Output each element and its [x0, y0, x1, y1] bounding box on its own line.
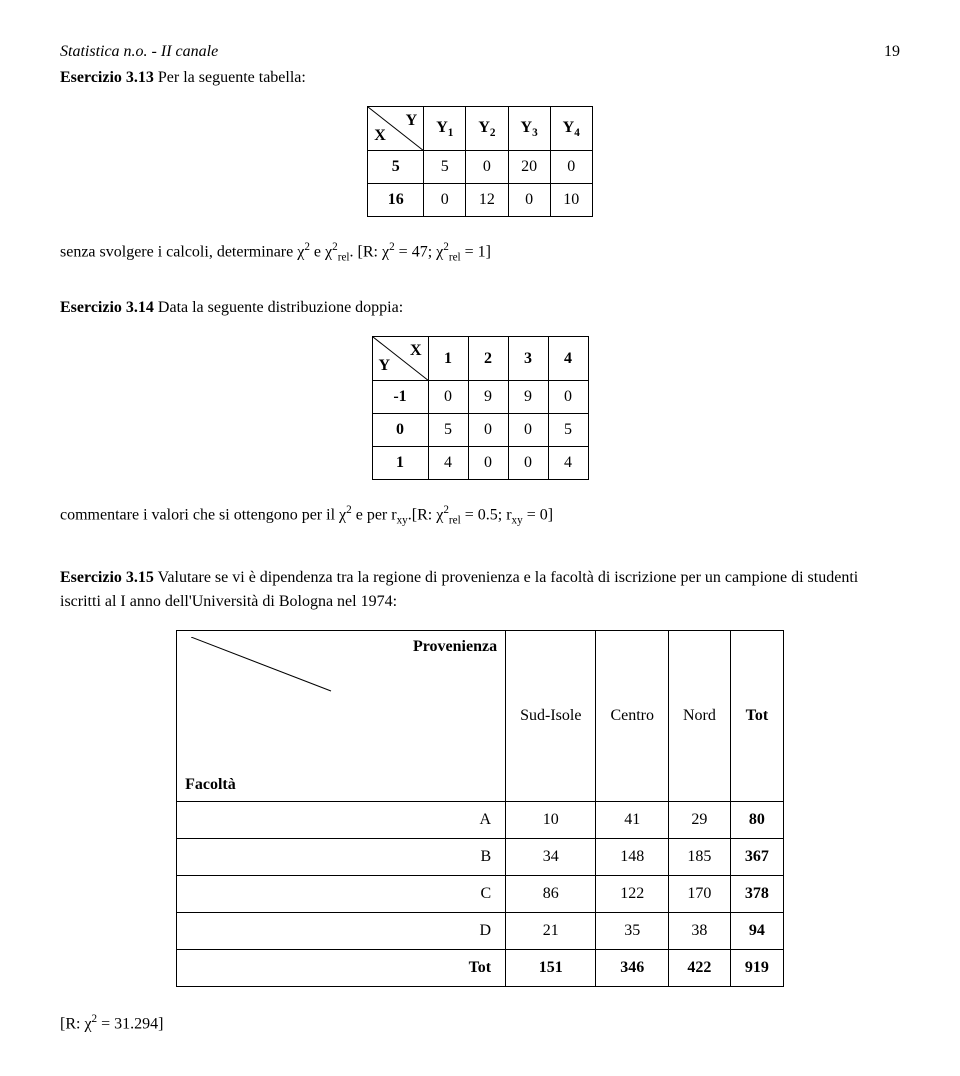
page-number: 19 [884, 40, 900, 64]
table3-row-3: D 21 35 38 94 [177, 912, 784, 949]
table1-header-3: Y4 [550, 107, 592, 151]
table1-header-2: Y3 [508, 107, 550, 151]
exercise-3-13-line: Esercizio 3.13 Per la seguente tabella: [60, 66, 900, 90]
table1-header-0: Y1 [424, 107, 466, 151]
exercise-3-14-line: Esercizio 3.14 Data la seguente distribu… [60, 296, 900, 320]
table2: X Y 1 2 3 4 -1 0 9 9 0 0 5 0 0 5 1 4 0 0 [372, 336, 589, 480]
table1-header-1: Y2 [466, 107, 508, 151]
table3-container: Provenienza Facoltà Sud-Isole Centro Nor… [60, 630, 900, 987]
exercise-3-14-text: Data la seguente distribuzione doppia: [154, 299, 403, 316]
table2-row-2: 1 4 0 0 4 [372, 447, 588, 480]
exercise-3-15-paragraph: Esercizio 3.15 Valutare se vi è dipenden… [60, 566, 900, 614]
table1-container: Y X Y1 Y2 Y3 Y4 5 5 0 20 0 16 0 12 0 10 [60, 106, 900, 217]
exercise-3-13-label: Esercizio 3.13 [60, 69, 154, 86]
exercise-3-13-text: Per la seguente tabella: [154, 69, 306, 86]
header-title: Statistica n.o. - II canale [60, 40, 218, 64]
table3-row-4: Tot 151 346 422 919 [177, 949, 784, 986]
table2-row-0: -1 0 9 9 0 [372, 381, 588, 414]
table3-row-0: A 10 41 29 80 [177, 801, 784, 838]
result-line: [R: χ2 = 31.294] [60, 1011, 900, 1036]
formula1-line: senza svolgere i calcoli, determinare χ2… [60, 239, 900, 266]
table3-row-2: C 86 122 170 378 [177, 875, 784, 912]
table1-row-1: 16 0 12 0 10 [368, 184, 593, 217]
table2-container: X Y 1 2 3 4 -1 0 9 9 0 0 5 0 0 5 1 4 0 0 [60, 336, 900, 480]
exercise-3-15-label: Esercizio 3.15 [60, 569, 154, 586]
table3-diag-cell: Provenienza Facoltà [177, 630, 506, 801]
table2-diag-cell: X Y [372, 337, 428, 381]
table1-diag-cell: Y X [368, 107, 424, 151]
exercise-3-15-text: Valutare se vi è dipendenza tra la regio… [60, 569, 858, 610]
table1: Y X Y1 Y2 Y3 Y4 5 5 0 20 0 16 0 12 0 10 [367, 106, 593, 217]
table3: Provenienza Facoltà Sud-Isole Centro Nor… [176, 630, 784, 987]
exercise-3-14-label: Esercizio 3.14 [60, 299, 154, 316]
comment2-line: commentare i valori che si ottengono per… [60, 502, 900, 529]
table1-row-0: 5 5 0 20 0 [368, 151, 593, 184]
header-row: Statistica n.o. - II canale 19 [60, 40, 900, 64]
table2-row-1: 0 5 0 0 5 [372, 414, 588, 447]
table3-row-1: B 34 148 185 367 [177, 838, 784, 875]
